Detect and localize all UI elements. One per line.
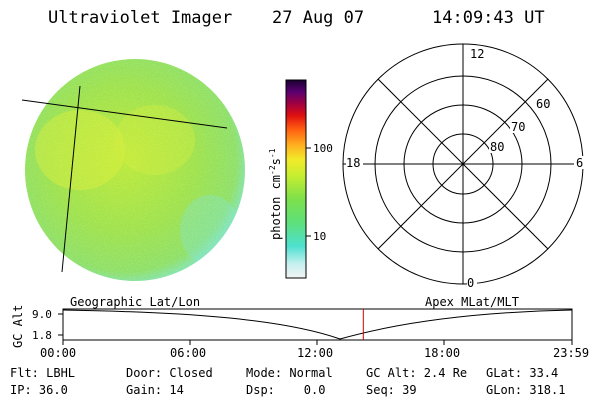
colorbar-unit-label: photon cm-2s-1 [268,148,283,240]
polar-plot [342,43,584,285]
longitude-line [61,85,81,273]
gc-alt-value: GC Alt: 2.4 Re [366,366,468,380]
altitude-curve [62,309,573,340]
time-tick-2359: 23:59 [553,346,589,360]
mlt-label-6: 6 [576,156,583,170]
apex-caption: Apex MLat/MLT [425,295,519,309]
latitude-line [21,99,228,129]
time-tick-1200: 12:00 [297,346,333,360]
instrument-title: Ultraviolet Imager [48,8,233,28]
polar-labels: 12 18 6 0 60 70 80 [346,47,584,290]
time-tick-1800: 18:00 [424,346,460,360]
colorbar-tick-100: 100 [313,142,333,155]
colorbar: 100 10 photon cm-2s-1 [268,79,333,279]
glat-value: GLat: 33.4 [486,366,559,380]
gc-alt-axis-label: GC Alt [11,305,25,348]
mlat-label-60: 60 [536,97,550,111]
mode-value: Mode: Normal [246,366,333,380]
geographic-caption: Geographic Lat/Lon [70,295,200,309]
glon-value: GLon: 318.1 [486,383,566,397]
time-tick-0000: 00:00 [40,346,76,360]
colorbar-tick-10: 10 [313,230,326,243]
mlat-label-70: 70 [511,120,525,134]
time-tick-0600: 06:00 [170,346,206,360]
alt-tick-high: 9.0 [32,308,52,321]
altitude-timeline: 9.0 1.8 GC Alt 00:00 06:00 12:00 18:00 2… [11,305,589,360]
earth-image [21,59,245,281]
mlat-label-80: 80 [490,140,504,154]
seq-value: Seq: 39 [366,383,417,397]
mlt-label-0: 0 [467,276,474,290]
ip-value: IP: 36.0 [10,383,68,397]
filter-value: Flt: LBHL [10,366,76,380]
alt-tick-low: 1.8 [32,329,52,342]
door-value: Door: Closed [126,366,213,380]
date-label: 27 Aug 07 [272,8,365,28]
dsp-value: Dsp: 0.0 [246,383,326,397]
time-label: 14:09:43 UT [432,8,545,28]
mlt-label-12: 12 [470,47,484,61]
mlt-label-18: 18 [346,156,360,170]
gain-value: Gain: 14 [126,383,184,397]
